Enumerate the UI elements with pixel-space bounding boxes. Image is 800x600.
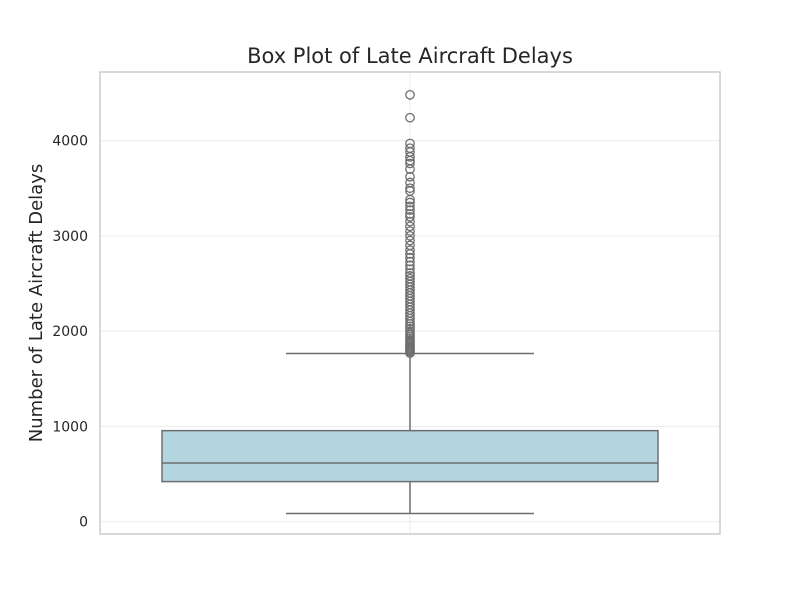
outlier-point	[405, 112, 415, 123]
outlier-point	[405, 211, 415, 222]
y-tick-label: 1000	[52, 419, 88, 435]
outlier-point	[405, 197, 415, 208]
outlier-point	[405, 264, 415, 275]
plot-frame	[99, 71, 721, 535]
outlier-point	[405, 273, 415, 284]
outlier-point	[405, 205, 415, 215]
chart-title: Box Plot of Late Aircraft Delays	[247, 44, 573, 68]
outlier-point	[405, 158, 415, 169]
outlier-point	[405, 177, 415, 188]
outlier-point	[405, 143, 415, 154]
outlier-point	[405, 226, 415, 236]
y-tick-labels: 0 1000 2000 3000 4000	[52, 134, 88, 531]
outlier-point	[405, 216, 415, 227]
outlier-point	[405, 268, 415, 278]
outlier-points	[405, 90, 415, 358]
box-plot	[161, 352, 659, 515]
outlier-point	[405, 90, 415, 100]
y-tick-label: 3000	[52, 229, 88, 245]
outlier-point	[405, 171, 415, 182]
outlier-point	[405, 252, 415, 263]
outlier-point	[405, 230, 415, 241]
outlier-point	[405, 235, 415, 246]
outlier-point	[405, 183, 415, 194]
y-tick-label: 2000	[52, 324, 88, 340]
y-tick-label: 0	[79, 515, 88, 531]
outlier-point	[405, 209, 415, 219]
interquartile-box	[161, 429, 659, 483]
outlier-point	[405, 240, 415, 251]
outlier-point	[405, 221, 415, 232]
y-tick-label: 4000	[52, 134, 88, 150]
outlier-point	[405, 138, 415, 149]
outlier-point	[405, 256, 415, 267]
outlier-point	[405, 245, 415, 255]
y-axis-label: Number of Late Aircraft Delays	[26, 164, 47, 442]
outlier-point	[405, 271, 415, 281]
outlier-point	[405, 201, 415, 212]
outlier-point	[405, 260, 415, 271]
